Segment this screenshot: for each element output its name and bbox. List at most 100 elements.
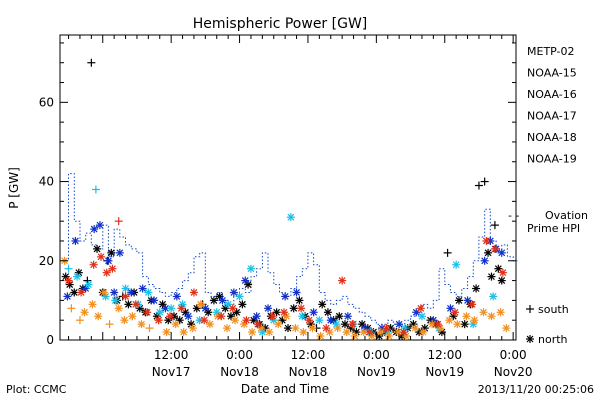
ovation-legend: ‑ ‑ Ovation Prime HPI: [508, 209, 588, 235]
data-point: [120, 316, 129, 325]
marker-legend-south-label: south: [538, 303, 569, 316]
data-point: [497, 248, 506, 257]
data-point: [482, 236, 491, 245]
y-tick-label: 0: [46, 333, 54, 347]
y-tick-label: 20: [39, 254, 54, 268]
x-tick-date-label: Nov18: [289, 365, 328, 379]
data-point: [248, 328, 257, 337]
data-point: [455, 296, 463, 305]
data-point: [189, 288, 198, 297]
data-point: [376, 328, 385, 337]
data-point: [179, 328, 188, 337]
y-tick-label: 40: [39, 175, 54, 189]
data-point: [218, 296, 227, 305]
data-point: [223, 324, 232, 333]
data-point: [343, 312, 352, 321]
y-tick-label: 60: [39, 95, 54, 109]
data-point: [470, 316, 479, 325]
data-point: [138, 284, 147, 293]
data-point: [228, 304, 237, 313]
data-point: [489, 292, 498, 301]
data-point: [238, 300, 247, 309]
data-point: [274, 320, 283, 329]
data-point: [73, 272, 82, 281]
marker-legend-north-label: north: [538, 333, 568, 346]
x-tick-time-label: 0:00: [363, 348, 390, 362]
ovation-legend-dash: ‑ ‑: [508, 209, 519, 222]
data-point: [175, 316, 184, 325]
data-point: [158, 300, 167, 309]
plot-frame: [59, 34, 517, 341]
data-point: [209, 296, 218, 305]
data-point: [90, 225, 99, 234]
data-point: [350, 332, 359, 341]
legend: METP-02 NOAA-15 NOAA-16 NOAA-17 NOAA-18 NOAA-…: [527, 45, 577, 166]
ovation-legend-label-2: Prime HPI: [527, 222, 580, 235]
data-point: [171, 320, 180, 329]
data-point: [280, 308, 289, 317]
data-point: [308, 324, 317, 333]
data-point: [315, 316, 324, 325]
data-point: [496, 308, 505, 317]
data-point: [91, 185, 100, 194]
data-point: [95, 221, 104, 230]
data-point: [341, 320, 349, 329]
data-point: [462, 312, 471, 321]
chart-title: Hemispheric Power [GW]: [193, 16, 368, 32]
data-point: [284, 324, 292, 333]
data-point: [232, 308, 241, 317]
data-point: [472, 284, 481, 293]
data-point: [121, 292, 130, 301]
data-point: [128, 312, 137, 321]
footer-timestamp: 2013/11/20 00:25:06: [478, 383, 594, 396]
data-point: [384, 332, 393, 341]
data-point: [289, 304, 298, 313]
x-tick-time-label: 12:00: [291, 348, 326, 362]
data-point: [419, 328, 428, 337]
data-point: [309, 308, 318, 317]
legend-entry: NOAA-19: [527, 153, 577, 166]
data-point: [65, 280, 74, 289]
marker-legend: south north: [526, 303, 569, 346]
data-point: [451, 308, 460, 317]
data-point: [395, 320, 404, 329]
data-point: [121, 284, 130, 293]
data-point: [453, 320, 462, 329]
data-point: [264, 304, 273, 313]
data-point: [258, 328, 267, 337]
data-point: [115, 248, 124, 257]
data-point: [80, 308, 89, 317]
data-point: [487, 312, 496, 321]
data-point: [297, 304, 306, 313]
data-point: [111, 296, 120, 305]
data-point: [299, 328, 308, 337]
data-point: [166, 312, 175, 321]
data-point: [88, 300, 97, 309]
data-point: [502, 324, 511, 333]
legend-entry: METP-02: [527, 45, 575, 58]
data-points: [60, 58, 511, 341]
x-tick-time-label: 12:00: [154, 348, 189, 362]
data-point: [162, 328, 171, 337]
data-point: [460, 320, 469, 329]
data-point: [154, 316, 163, 325]
data-point: [217, 312, 226, 321]
data-point: [230, 316, 239, 325]
data-point: [484, 248, 493, 257]
data-point: [70, 288, 79, 297]
data-point: [338, 276, 347, 285]
x-axis-label: Date and Time: [241, 382, 329, 396]
data-point: [107, 248, 116, 257]
data-point: [316, 332, 325, 341]
x-tick-date-label: Nov19: [357, 365, 396, 379]
data-point: [433, 320, 442, 329]
data-point: [265, 328, 274, 337]
data-point: [480, 256, 489, 265]
south-marker-icon: [526, 305, 534, 313]
ovation-legend-label-1: Ovation: [545, 209, 588, 222]
x-axis: 12:00 Nov17 0:00 Nov18 12:00 Nov18 0:00 Nov19 12…: [68, 35, 533, 379]
data-point: [252, 312, 261, 321]
data-point: [188, 324, 197, 333]
data-point: [71, 236, 80, 245]
